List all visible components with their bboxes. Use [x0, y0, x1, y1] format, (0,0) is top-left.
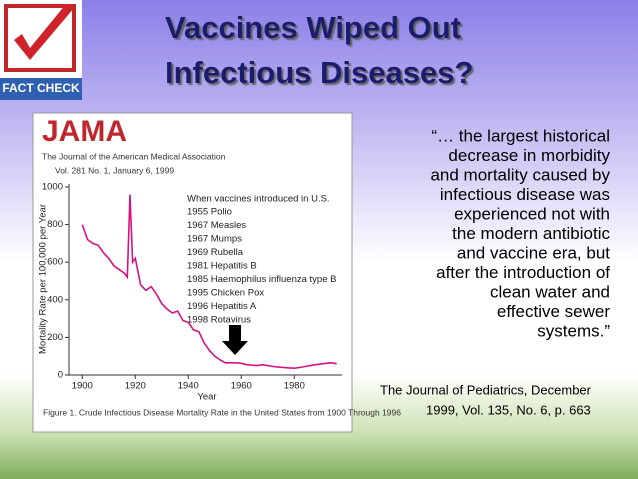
quote-line: clean water and	[490, 282, 610, 301]
y-axis-label: Mortality Rate per 100,000 per Year	[38, 204, 49, 354]
logo-text: FACT CHECK	[2, 81, 80, 95]
journal-name: JAMA	[42, 115, 127, 148]
note-line: 1969 Rubella	[187, 247, 244, 258]
journal-subtitle: The Journal of the American Medical Asso…	[42, 151, 226, 161]
note-line: 1955 Polio	[187, 207, 232, 218]
x-tick-label: 1960	[231, 381, 252, 392]
quote-line: infectious disease was	[440, 185, 610, 204]
y-tick-label: 0	[58, 370, 63, 381]
citation: The Journal of Pediatrics, December	[380, 382, 592, 397]
logo-banner	[0, 78, 82, 100]
note-line: 1981 Hepatitis B	[187, 261, 257, 272]
quote-line: experienced not with	[454, 204, 610, 223]
note-line: 1996 Hepatitis A	[187, 301, 257, 312]
x-tick-label: 1920	[125, 381, 146, 392]
x-tick-label: 1940	[178, 381, 199, 392]
quote-line: “… the largest historical	[431, 126, 610, 145]
x-axis-label: Year	[197, 392, 216, 403]
quote-line: and vaccine era, but	[457, 243, 610, 262]
y-tick-label: 800	[47, 219, 63, 230]
note-line: 1995 Chicken Pox	[187, 288, 264, 299]
chart-frame	[32, 112, 353, 433]
issue: Vol. 281 No. 1, January 6, 1999	[55, 165, 174, 175]
y-tick-label: 400	[47, 294, 63, 305]
quote-line: and mortality caused by	[430, 165, 610, 184]
citation: 1999, Vol. 135, No. 6, p. 663	[426, 402, 591, 417]
note-line: 1967 Mumps	[187, 234, 242, 245]
notes-title: When vaccines introduced in U.S.	[187, 194, 330, 205]
quote-line: after the introduction of	[436, 263, 610, 282]
title: Vaccines Wiped Out	[165, 10, 461, 45]
y-tick-label: 600	[47, 257, 63, 268]
note-line: 1985 Haemophilus influenza type B	[187, 274, 336, 285]
data-line	[81, 194, 337, 370]
quote-line: the modern antibiotic	[452, 224, 610, 243]
note-line: 1967 Measles	[187, 220, 246, 231]
arrow	[222, 325, 248, 355]
quote-line: systems.”	[537, 321, 610, 340]
title: Infectious Diseases?	[165, 55, 473, 90]
note-line: 1998 Rotavirus	[187, 315, 251, 326]
logo-check	[14, 4, 74, 60]
quote-line: effective sewer	[497, 302, 610, 321]
y-tick-label: 200	[47, 332, 63, 343]
x-tick-label: 1900	[72, 381, 93, 392]
caption: Figure 1. Crude Infectious Disease Morta…	[43, 407, 401, 417]
quote-line: decrease in morbidity	[448, 146, 610, 165]
x-tick-label: 1980	[284, 381, 305, 392]
y-tick-label: 1000	[42, 182, 63, 193]
